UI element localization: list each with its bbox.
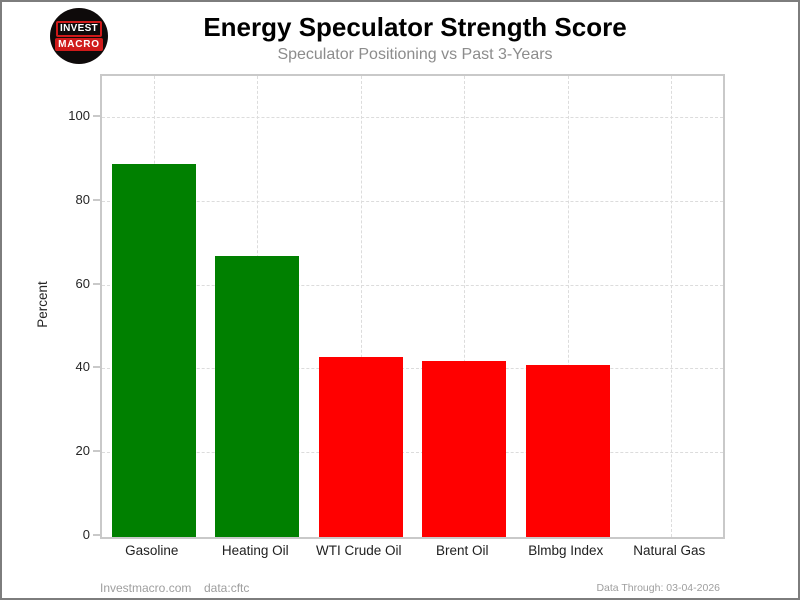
gridline-horizontal — [102, 200, 723, 202]
gridline-vertical — [464, 76, 466, 537]
footer-site-link: Investmacro.com — [100, 581, 192, 595]
gridline-horizontal — [102, 452, 723, 454]
gridline-horizontal — [102, 116, 723, 118]
y-tick-mark — [93, 534, 100, 536]
investmacro-logo-icon: INVEST MACRO — [50, 8, 108, 64]
x-category-label: Blmbg Index — [528, 543, 604, 558]
y-tick-label: 80 — [75, 191, 90, 207]
bar-wti-crude-oil — [318, 356, 403, 537]
y-tick-mark — [93, 450, 100, 453]
x-category-label: Brent Oil — [435, 543, 489, 558]
logo-invest-text: INVEST — [56, 21, 102, 37]
bar-gasoline — [111, 164, 196, 537]
gridline-horizontal — [102, 284, 723, 286]
gridline-vertical — [360, 76, 362, 537]
gridline-vertical — [671, 76, 673, 537]
gridline-horizontal — [102, 368, 723, 370]
y-tick-mark — [93, 366, 100, 369]
y-tick-mark — [93, 282, 100, 285]
logo-macro-text: MACRO — [55, 37, 103, 51]
plot-area — [100, 74, 725, 539]
bar-heating-oil — [215, 256, 300, 537]
y-tick-label: 0 — [82, 527, 90, 542]
y-axis-label: Percent — [35, 281, 50, 328]
bar-blmbg-index — [525, 365, 610, 537]
x-category-label: Natural Gas — [633, 543, 706, 558]
chart-title: Energy Speculator Strength Score — [203, 12, 627, 42]
x-category-label: Heating Oil — [221, 543, 289, 558]
y-tick-label: 20 — [75, 443, 90, 459]
footer-data-source: data:cftc — [204, 581, 250, 595]
x-category-label: WTI Crude Oil — [315, 543, 402, 558]
footer-data-through: Data Through: 03-04-2026 — [596, 582, 720, 594]
y-tick-mark — [93, 198, 100, 201]
y-tick-label: 60 — [75, 275, 90, 291]
y-tick-label: 40 — [75, 359, 90, 375]
gridline-vertical — [567, 76, 569, 537]
chart-subtitle: Speculator Positioning vs Past 3-Years — [277, 46, 553, 63]
x-category-label: Gasoline — [125, 543, 179, 558]
y-tick-mark — [93, 114, 100, 117]
bar-brent-oil — [422, 360, 507, 537]
y-tick-label: 100 — [68, 107, 90, 123]
